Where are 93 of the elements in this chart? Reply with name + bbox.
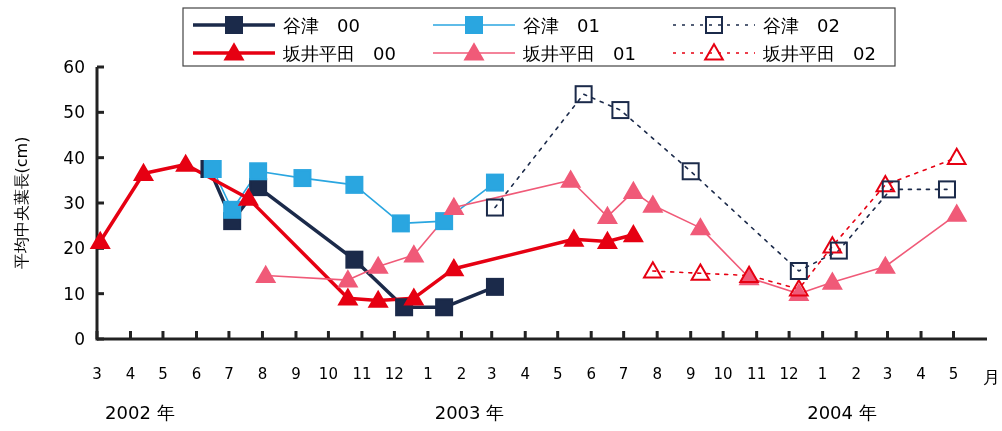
y-tick-label: 0 xyxy=(74,329,85,349)
x-tick-label: 8 xyxy=(652,365,662,383)
point xyxy=(444,197,464,215)
x-tick-label: 2 xyxy=(851,365,861,383)
point xyxy=(368,256,388,274)
x-tick-label: 6 xyxy=(191,365,202,383)
point xyxy=(643,261,663,279)
text: 2003 年 xyxy=(434,402,505,423)
x-tick-label: 8 xyxy=(257,365,268,383)
point xyxy=(597,231,618,249)
x-tick-label: 4 xyxy=(520,365,531,383)
legend-label: 谷津 01 xyxy=(523,15,600,36)
point xyxy=(345,175,364,194)
x-axis-title: 月 xyxy=(983,367,1000,387)
point xyxy=(690,218,711,236)
point xyxy=(90,231,111,249)
point xyxy=(293,169,312,188)
x-tick-label: 4 xyxy=(916,365,926,383)
point xyxy=(875,175,896,193)
legend-label: 谷津 00 xyxy=(283,15,360,36)
point xyxy=(875,256,896,274)
x-tick-label: 5 xyxy=(158,365,168,383)
point xyxy=(822,236,843,254)
point xyxy=(238,188,259,206)
point xyxy=(611,101,630,120)
y-tick-label: 50 xyxy=(63,102,85,123)
point xyxy=(485,277,504,296)
point xyxy=(404,245,424,263)
point xyxy=(485,173,504,192)
point xyxy=(597,206,618,224)
point xyxy=(485,198,504,217)
x-tick-label: 10 xyxy=(713,365,733,383)
x-tick-label: 12 xyxy=(384,365,404,383)
point xyxy=(338,288,358,306)
x-tick-label: 1 xyxy=(817,365,828,383)
point xyxy=(404,288,424,306)
y-tick-label: 40 xyxy=(63,147,85,168)
point xyxy=(946,204,967,222)
x-tick-label: 9 xyxy=(291,365,301,383)
x-tick-label: 2 xyxy=(456,365,467,383)
point xyxy=(574,85,593,104)
point xyxy=(391,214,410,233)
point xyxy=(133,163,154,181)
x-tick-label: 9 xyxy=(685,365,696,383)
x-tick-label: 11 xyxy=(747,365,767,383)
point xyxy=(822,272,843,290)
legend-label: 坂井平田 00 xyxy=(282,43,396,64)
x-tick-label: 5 xyxy=(552,365,563,383)
y-tick-label: 60 xyxy=(63,57,85,77)
point xyxy=(338,270,358,288)
point xyxy=(564,229,584,247)
point xyxy=(643,195,663,213)
x-tick-label: 12 xyxy=(779,365,799,383)
x-tick-label: 10 xyxy=(318,365,338,383)
point xyxy=(881,180,900,199)
x-tick-label: 11 xyxy=(352,365,372,383)
point xyxy=(368,290,388,308)
x-tick-label: 7 xyxy=(618,365,629,383)
legend-label: 坂井平田 02 xyxy=(762,43,876,64)
point xyxy=(623,224,644,243)
point xyxy=(789,279,809,297)
y-tick-label: 10 xyxy=(63,283,85,304)
point xyxy=(681,162,700,181)
point xyxy=(623,181,644,200)
y-tick-label: 30 xyxy=(63,193,85,213)
x-tick-label: 6 xyxy=(586,365,596,383)
point xyxy=(345,250,364,269)
point xyxy=(946,147,967,166)
x-tick-label: 3 xyxy=(92,365,102,383)
point xyxy=(249,162,268,181)
point xyxy=(435,298,454,317)
text: 2004 年 xyxy=(807,402,877,423)
x-tick-label: 3 xyxy=(882,365,893,383)
point xyxy=(560,170,581,188)
x-tick-label: 4 xyxy=(125,365,136,383)
point xyxy=(255,265,276,283)
y-axis-title: 平均中央葉長(cm) xyxy=(12,136,31,270)
point xyxy=(223,200,242,219)
point xyxy=(435,212,454,231)
legend-label: 谷津 02 xyxy=(763,15,840,36)
x-tick-label: 5 xyxy=(948,365,959,383)
point xyxy=(690,263,711,281)
point xyxy=(789,262,808,280)
point xyxy=(937,180,956,199)
y-tick-label: 20 xyxy=(63,238,85,259)
point xyxy=(829,241,848,260)
point xyxy=(175,154,196,172)
x-tick-label: 1 xyxy=(423,365,433,383)
point xyxy=(444,258,464,277)
legend-label: 坂井平田 01 xyxy=(522,43,636,64)
x-tick-label: 3 xyxy=(486,365,497,383)
text: 2002 年 xyxy=(105,402,175,423)
x-tick-label: 7 xyxy=(224,365,234,383)
